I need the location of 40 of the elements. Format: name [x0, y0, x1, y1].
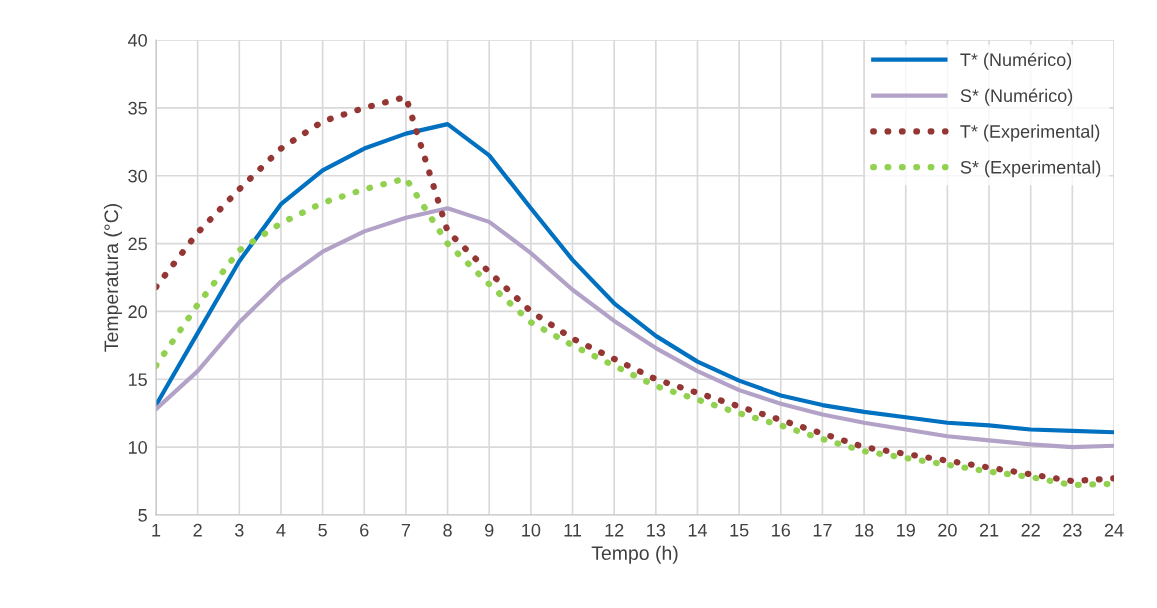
x-tick-label: 16 [772, 523, 791, 537]
x-tick-label: 20 [938, 523, 957, 537]
x-tick-label: 8 [443, 523, 452, 537]
x-tick-label: 9 [485, 523, 494, 537]
x-tick-label: 10 [522, 523, 541, 537]
y-tick-label: 35 [128, 101, 147, 115]
x-tick-label: 19 [897, 523, 915, 537]
x-tick-label: 23 [1063, 523, 1082, 537]
x-tick-label: 21 [979, 523, 999, 537]
legend-label: T* (Experimental) [960, 124, 1100, 142]
x-tick-label: 1 [152, 524, 161, 537]
y-tick-label: 15 [128, 373, 147, 387]
legend-label: S* (Numérico) [960, 88, 1073, 106]
x-tick-label: 5 [318, 524, 327, 537]
y-tick-label: 25 [128, 237, 147, 251]
y-tick-label: 20 [128, 305, 147, 319]
x-tick-label: 12 [605, 523, 624, 537]
x-tick-label: 2 [193, 523, 202, 537]
x-tick-label: 22 [1021, 523, 1040, 537]
x-axis-title: Tempo (h) [591, 545, 678, 564]
x-tick-label: 15 [730, 524, 749, 537]
y-axis-title: Temperatura (°C) [103, 204, 123, 352]
line-series [156, 122, 1114, 435]
x-tick-label: 4 [276, 524, 286, 537]
x-tick-label: 24 [1104, 523, 1124, 537]
y-tick-label: 10 [128, 441, 147, 454]
legend-label: S* (Experimental) [960, 160, 1101, 178]
x-tick-label: 7 [401, 524, 411, 537]
y-tick-label: 40 [128, 33, 147, 47]
line-series [156, 206, 1114, 450]
x-tick-label: 13 [647, 523, 666, 537]
x-tick-label: 18 [855, 523, 874, 537]
legend-label: T* (Numérico) [960, 52, 1072, 70]
x-tick-label: 6 [360, 523, 369, 537]
x-tick-label: 17 [813, 524, 832, 537]
y-tick-label: 30 [128, 169, 147, 183]
y-tick-label: 5 [138, 509, 147, 522]
x-tick-label: 3 [234, 523, 244, 537]
x-tick-label: 14 [688, 524, 707, 537]
x-tick-label: 11 [564, 524, 582, 537]
